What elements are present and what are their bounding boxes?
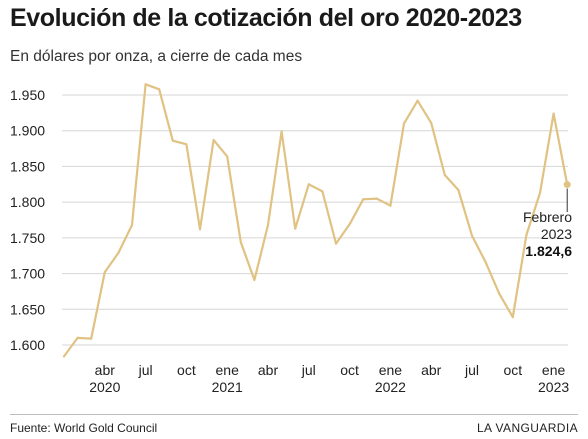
- y-axis-tick-labels: 1.600 1.650 1.700 1.750 1.800 1.850 1.900 1.950: [10, 87, 45, 353]
- data-point: [90, 337, 93, 340]
- data-point: [375, 197, 378, 200]
- x-tick-label-month: abr: [95, 362, 116, 378]
- data-point: [212, 138, 215, 142]
- data-point: [416, 99, 419, 102]
- data-point: [443, 173, 446, 177]
- data-point: [389, 204, 392, 207]
- x-tick-label-year: 2022: [375, 379, 406, 395]
- y-tick-label: 1.950: [10, 87, 45, 103]
- data-point: [253, 278, 256, 282]
- data-point: [185, 143, 188, 146]
- x-tick-label-month: ene: [379, 362, 403, 378]
- data-point: [144, 83, 147, 86]
- source-note: Fuente: World Gold Council: [10, 421, 158, 435]
- data-point: [498, 292, 501, 295]
- data-point: [239, 241, 242, 244]
- data-point: [130, 223, 134, 227]
- data-point: [348, 223, 351, 226]
- data-point: [76, 336, 79, 339]
- annotation-month-label: Febrero: [523, 209, 572, 225]
- chart-title: Evolución de la cotización del oro 2020-…: [10, 4, 522, 32]
- data-point: [62, 355, 66, 358]
- data-point: [226, 155, 229, 158]
- x-tick-label-year: 2020: [89, 379, 120, 395]
- x-tick-label-year: 2021: [212, 379, 243, 395]
- brand-logo-text: LA VANGUARDIA: [476, 421, 578, 435]
- data-point: [158, 88, 161, 91]
- y-tick-label: 1.750: [10, 230, 45, 246]
- data-point: [334, 242, 338, 245]
- y-tick-label: 1.600: [10, 337, 45, 353]
- data-point: [307, 183, 310, 186]
- x-tick-label-month: abr: [421, 362, 442, 378]
- x-tick-label-month: ene: [542, 362, 566, 378]
- annotation-point: [563, 181, 571, 189]
- x-tick-label-month: ene: [216, 362, 240, 378]
- data-point: [484, 261, 487, 264]
- data-points: [62, 83, 569, 358]
- footer-divider: [10, 414, 578, 415]
- x-tick-label-month: oct: [503, 362, 522, 378]
- x-tick-label-month: jul: [138, 362, 153, 378]
- data-point: [266, 223, 270, 227]
- data-point: [552, 112, 555, 115]
- data-point: [321, 190, 324, 193]
- data-point: [430, 121, 433, 124]
- data-point: [117, 251, 120, 254]
- annotation-value-label: 1.824,6: [525, 243, 572, 259]
- data-point: [538, 191, 542, 194]
- y-tick-label: 1.850: [10, 158, 45, 174]
- data-point: [198, 228, 202, 231]
- data-point: [103, 271, 106, 274]
- x-tick-label-month: jul: [301, 362, 316, 378]
- y-tick-label: 1.800: [10, 194, 45, 210]
- chart-subtitle: En dólares por onza, a cierre de cada me…: [10, 48, 303, 65]
- data-point: [294, 227, 297, 230]
- x-tick-label-year: 2023: [538, 379, 569, 395]
- data-point: [280, 130, 283, 133]
- data-point: [362, 198, 365, 201]
- series-line-gold-price: [62, 83, 569, 358]
- annotation-year-label: 2023: [541, 226, 572, 242]
- y-tick-label: 1.650: [10, 301, 45, 317]
- x-tick-label-month: abr: [258, 362, 279, 378]
- x-tick-label-month: oct: [340, 362, 359, 378]
- data-point: [402, 122, 406, 125]
- last-value-annotation: Febrero 2023 1.824,6: [523, 181, 572, 259]
- y-tick-label: 1.900: [10, 123, 45, 139]
- data-point: [470, 234, 474, 237]
- y-tick-label: 1.700: [10, 266, 45, 282]
- grid-layer: [62, 94, 568, 346]
- gold-price-line-chart: 1.600 1.650 1.700 1.750 1.800 1.850 1.900 1.950…: [10, 83, 572, 395]
- x-tick-label-month: oct: [177, 362, 196, 378]
- data-point: [457, 188, 460, 192]
- data-point: [525, 233, 528, 237]
- x-tick-label-month: jul: [464, 362, 479, 378]
- data-point: [171, 139, 174, 142]
- data-point: [511, 316, 514, 319]
